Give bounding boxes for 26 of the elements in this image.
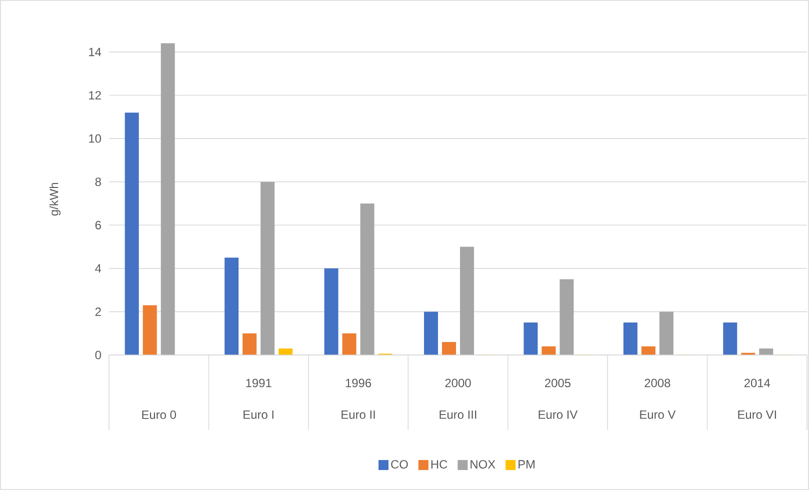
x-tick-label: Euro I: [244, 410, 274, 419]
legend-label: HC: [431, 460, 448, 469]
text: 2008: [644, 378, 670, 388]
y-tick-label: 8: [95, 178, 101, 186]
x-tick-label: Euro V: [640, 410, 676, 419]
x-tick-label: Euro III: [440, 410, 476, 419]
y-tick-label: 0: [95, 350, 102, 360]
y-axis-title: g/kWh: [49, 182, 61, 216]
y-tick-label: 2: [95, 308, 101, 316]
x-tick-label: Euro IV: [538, 410, 578, 419]
x-tick-label: Euro 0: [142, 410, 176, 419]
y-tick-label: 14: [89, 48, 102, 56]
x-tick-label: Euro VI: [738, 410, 776, 419]
legend-label: CO: [391, 460, 408, 469]
text: 2005: [545, 378, 570, 388]
text: 2000: [445, 378, 471, 388]
text: 1991: [246, 378, 272, 388]
y-tick-label: 6: [95, 220, 101, 230]
text: 2014: [744, 378, 770, 388]
y-tick-label: 10: [89, 134, 102, 143]
legend-label: NOX: [470, 460, 496, 469]
y-tick-label: 12: [89, 91, 101, 100]
text: 1996: [346, 378, 372, 388]
x-tick-label: Euro II: [342, 410, 375, 419]
legend-label: PM: [518, 460, 535, 468]
y-tick-label: 4: [95, 264, 102, 273]
